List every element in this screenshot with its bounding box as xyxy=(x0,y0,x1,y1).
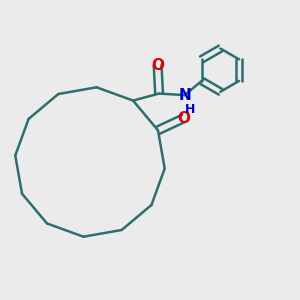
Text: O: O xyxy=(151,58,164,73)
Text: N: N xyxy=(178,88,191,103)
Text: H: H xyxy=(185,103,195,116)
Text: O: O xyxy=(177,111,190,126)
